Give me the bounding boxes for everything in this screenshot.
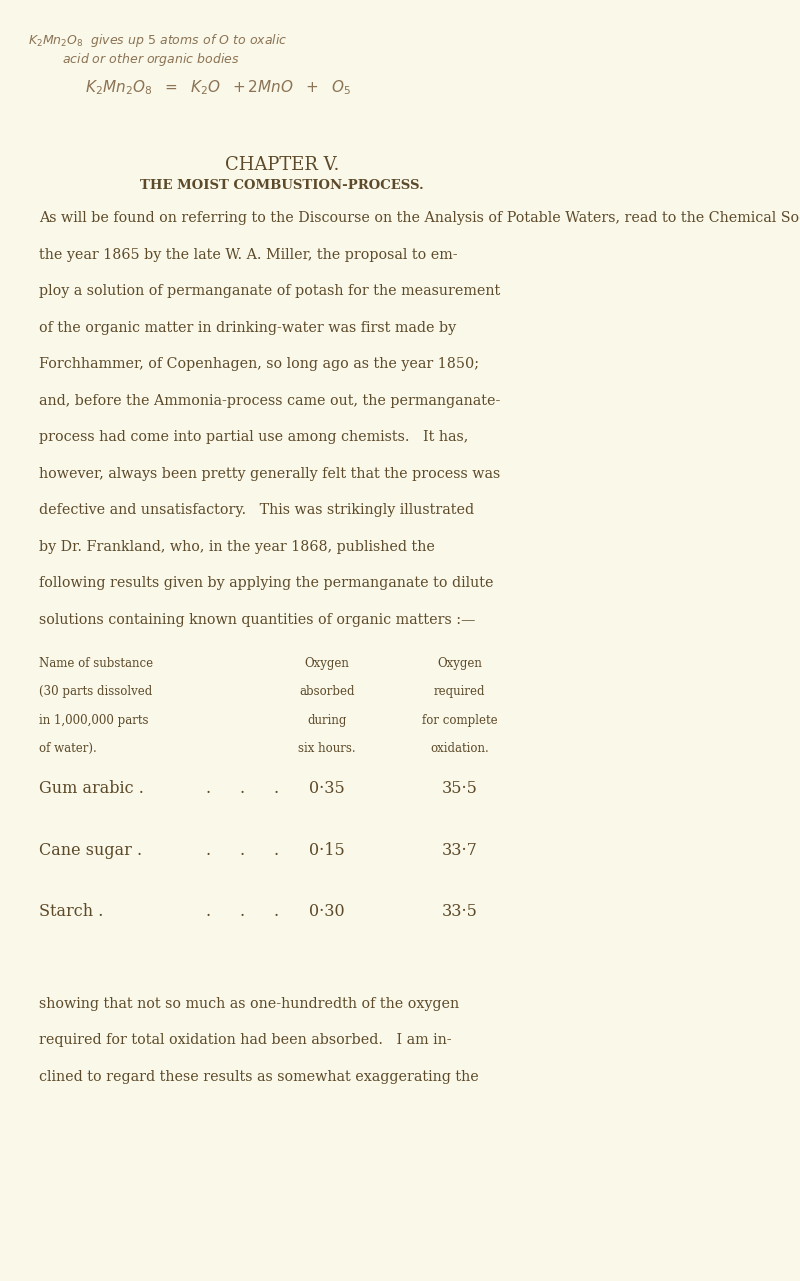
Text: oxidation.: oxidation.: [430, 742, 489, 755]
Text: $\mathit{acid\ or\ other\ organic\ bodies}$: $\mathit{acid\ or\ other\ organic\ bodie…: [62, 51, 240, 68]
Text: $\mathit{K_2Mn_2O_8\ \ =\ \ K_2O\ \ +2MnO\ \ +\ \ O_5}$: $\mathit{K_2Mn_2O_8\ \ =\ \ K_2O\ \ +2Mn…: [85, 78, 350, 97]
Text: absorbed: absorbed: [299, 685, 354, 698]
Text: .: .: [274, 780, 278, 797]
Text: solutions containing known quantities of organic matters :—: solutions containing known quantities of…: [39, 614, 476, 626]
Text: 0·35: 0·35: [309, 780, 345, 797]
Text: .: .: [274, 842, 278, 858]
Text: .: .: [240, 903, 245, 920]
Text: in 1,000,000 parts: in 1,000,000 parts: [39, 714, 149, 726]
Text: .: .: [240, 842, 245, 858]
Text: Oxygen: Oxygen: [305, 657, 350, 670]
Text: six hours.: six hours.: [298, 742, 356, 755]
Text: of the organic matter in drinking-water was first made by: of the organic matter in drinking-water …: [39, 322, 457, 334]
Text: Cane sugar .: Cane sugar .: [39, 842, 142, 858]
Text: following results given by applying the permanganate to dilute: following results given by applying the …: [39, 576, 494, 591]
Text: (30 parts dissolved: (30 parts dissolved: [39, 685, 153, 698]
Text: .: .: [274, 903, 278, 920]
Text: Oxygen: Oxygen: [437, 657, 482, 670]
Text: 33·5: 33·5: [442, 903, 478, 920]
Text: required for total oxidation had been absorbed.   I am in-: required for total oxidation had been ab…: [39, 1032, 452, 1047]
Text: defective and unsatisfactory.   This was strikingly illustrated: defective and unsatisfactory. This was s…: [39, 503, 474, 518]
Text: As will be found on referring to the Discourse on the Analysis of Potable Waters: As will be found on referring to the Dis…: [39, 211, 800, 225]
Text: .: .: [206, 903, 211, 920]
Text: .: .: [206, 842, 211, 858]
Text: required: required: [434, 685, 485, 698]
Text: by Dr. Frankland, who, in the year 1868, published the: by Dr. Frankland, who, in the year 1868,…: [39, 541, 435, 553]
Text: 0·30: 0·30: [309, 903, 345, 920]
Text: process had come into partial use among chemists.   It has,: process had come into partial use among …: [39, 430, 469, 445]
Text: clined to regard these results as somewhat exaggerating the: clined to regard these results as somewh…: [39, 1070, 479, 1084]
Text: for complete: for complete: [422, 714, 497, 726]
Text: ploy a solution of permanganate of potash for the measurement: ploy a solution of permanganate of potas…: [39, 284, 501, 298]
Text: Forchhammer, of Copenhagen, so long ago as the year 1850;: Forchhammer, of Copenhagen, so long ago …: [39, 357, 479, 371]
Text: during: during: [307, 714, 346, 726]
Text: .: .: [240, 780, 245, 797]
Text: the year 1865 by the late W. A. Miller, the proposal to em-: the year 1865 by the late W. A. Miller, …: [39, 247, 458, 261]
Text: however, always been pretty generally felt that the process was: however, always been pretty generally fe…: [39, 468, 501, 480]
Text: 33·7: 33·7: [442, 842, 478, 858]
Text: 35·5: 35·5: [442, 780, 478, 797]
Text: $\mathit{K_2Mn_2O_8}$  $\mathit{gives\ up\ 5\ atoms\ of\ O\ to\ oxalic}$: $\mathit{K_2Mn_2O_8}$ $\mathit{gives\ up…: [28, 32, 287, 49]
Text: and, before the Ammonia-process came out, the permanganate-: and, before the Ammonia-process came out…: [39, 395, 501, 407]
Text: Gum arabic .: Gum arabic .: [39, 780, 144, 797]
Text: Starch .: Starch .: [39, 903, 104, 920]
Text: CHAPTER V.: CHAPTER V.: [225, 156, 339, 174]
Text: of water).: of water).: [39, 742, 98, 755]
Text: .: .: [206, 780, 211, 797]
Text: 0·15: 0·15: [309, 842, 345, 858]
Text: Name of substance: Name of substance: [39, 657, 154, 670]
Text: THE MOIST COMBUSTION-PROCESS.: THE MOIST COMBUSTION-PROCESS.: [140, 179, 424, 192]
Text: showing that not so much as one-hundredth of the oxygen: showing that not so much as one-hundredt…: [39, 997, 459, 1011]
